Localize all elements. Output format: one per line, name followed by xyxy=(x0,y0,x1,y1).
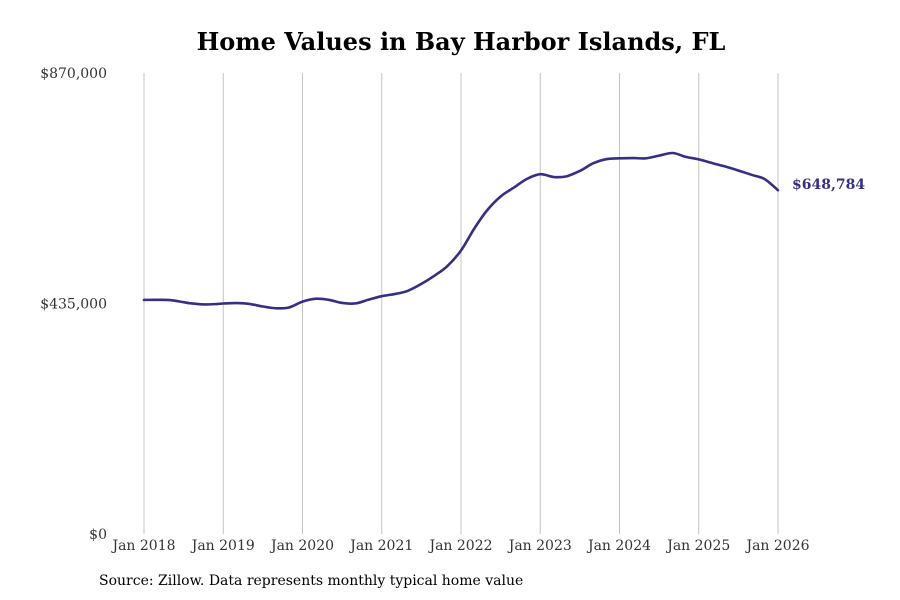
x-tick-label: Jan 2018 xyxy=(110,538,175,554)
series-group: $648,784 xyxy=(142,151,865,310)
y-tick-label: $435,000 xyxy=(40,297,107,313)
y-axis-ticks: $0 $435,000 $870,000 xyxy=(40,66,107,543)
end-value-label: $648,784 xyxy=(792,177,865,193)
x-axis-ticks: Jan 2018 Jan 2019 Jan 2020 Jan 2021 Jan 2022… xyxy=(110,538,809,554)
x-tick-label: Jan 2026 xyxy=(744,538,809,554)
chart-title: Home Values in Bay Harbor Islands, FL xyxy=(196,27,726,56)
x-tick-label: Jan 2020 xyxy=(269,538,334,554)
x-tick-label: Jan 2023 xyxy=(507,538,572,554)
x-tick-label: Jan 2021 xyxy=(348,538,413,554)
series-line xyxy=(142,151,780,310)
x-tick-label: Jan 2019 xyxy=(190,538,255,554)
y-tick-label: $0 xyxy=(89,527,107,543)
x-tick-label: Jan 2022 xyxy=(427,538,492,554)
source-note: Source: Zillow. Data represents monthly … xyxy=(99,573,524,589)
y-tick-label: $870,000 xyxy=(40,66,107,82)
x-tick-label: Jan 2025 xyxy=(665,538,730,554)
x-tick-label: Jan 2024 xyxy=(586,538,651,554)
